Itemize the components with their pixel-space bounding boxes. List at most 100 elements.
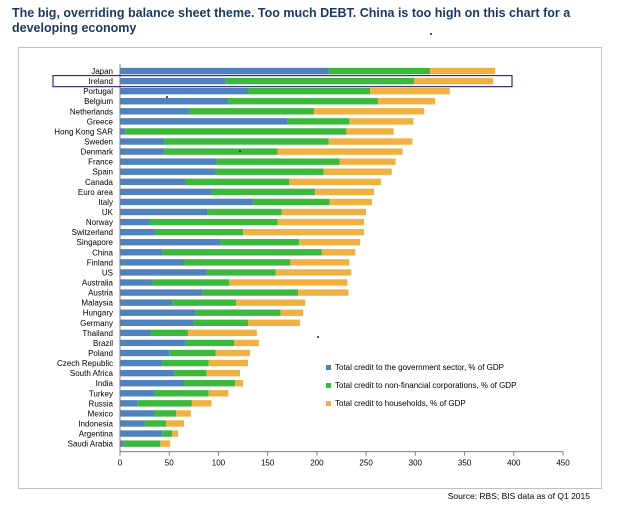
bar-segment [124,128,347,135]
bar-segment [120,369,175,377]
bar-segment [234,339,259,347]
bar-segment [120,249,163,256]
bar-segment [122,440,161,447]
stray-dot [166,96,168,98]
bar-segment [247,87,371,95]
bar-segment [120,208,208,216]
bar-segment [277,148,403,155]
bar-segment [229,279,348,286]
x-tick-label: 100 [212,459,226,468]
bar-segment [225,77,415,85]
bar-segment [120,329,151,337]
category-label: Norway [86,218,113,227]
bar-segment [323,168,392,175]
category-label: Singapore [77,238,114,247]
category-label: Saudi Arabia [68,440,114,449]
category-label: Brazil [93,339,113,348]
bar-segment [120,339,185,347]
category-label: US [102,268,113,277]
bar-segment [120,309,196,316]
x-tick-label: 250 [359,459,373,468]
bar-segment [208,390,229,397]
bar-segment [120,148,165,155]
bar-segment [290,259,350,266]
category-label: UK [102,208,114,217]
bars-layer [120,67,496,447]
bar-segment [149,218,278,226]
bar-segment [329,198,373,206]
bar-segment [120,98,229,105]
category-label: Sweden [84,138,113,147]
bar-segment [185,178,290,186]
category-label: Ireland [89,77,113,86]
category-label: Japan [91,67,113,76]
bar-segment [228,98,378,105]
category-label: Austria [88,289,113,298]
bar-segment [120,198,253,206]
category-label: Denmark [81,148,114,157]
stray-dot [239,150,241,152]
category-label: Netherlands [70,107,113,116]
category-label: Hungary [83,309,113,318]
x-tick-label: 50 [165,459,174,468]
bar-segment [247,319,301,326]
category-label: Turkey [89,389,113,398]
bar-segment [176,410,191,417]
bar-segment [120,218,150,226]
bar-segment [120,380,184,387]
bar-segment [298,289,349,296]
x-tick-label: 400 [507,459,521,468]
bar-segment [120,279,153,286]
bar-segment [120,299,173,306]
bar-segment [207,208,282,216]
category-label: Czech Republic [57,359,113,368]
bar-segment [120,410,155,417]
bar-segment [215,168,324,175]
category-label: Argentina [79,430,114,439]
bar-segment [195,309,281,316]
category-label: Italy [98,198,113,207]
bar-segment [280,309,304,316]
category-label: China [92,248,113,257]
x-tick-label: 200 [310,459,324,468]
category-label: Thailand [82,329,113,338]
chart-frame [18,47,602,489]
category-label: Belgium [84,97,113,106]
category-labels: JapanIrelandPortugalBelgiumNetherlandsGr… [54,67,114,449]
bar-segment [154,390,209,397]
bar-segment [349,118,414,125]
bar-segment [202,289,299,296]
category-label: Poland [88,349,113,358]
stray-dot [317,336,319,338]
bar-segment [184,339,235,347]
legend-label: Total credit to households, % of GDP [335,399,466,408]
bar-segment [166,420,184,427]
bar-segment [193,319,248,326]
highlight-box-ireland [52,74,513,88]
bar-segment [339,158,396,165]
category-label: Portugal [83,87,113,96]
bar-segment [154,410,177,417]
bar-segment [120,319,194,326]
bar-segment [120,359,163,367]
category-label: Hong Kong SAR [54,127,113,136]
bar-segment [120,67,329,75]
x-tick-label: 450 [556,459,570,468]
bar-segment [120,178,186,186]
bar-segment [252,198,330,206]
bar-segment [120,440,123,447]
category-label: Russia [89,399,114,408]
legend-swatch [326,401,331,406]
stray-dot [430,33,432,35]
bar-segment [211,188,315,196]
x-tick-label: 150 [261,459,275,468]
bar-segment [160,440,171,447]
bar-segment [120,118,288,125]
bar-segment [120,228,156,236]
bar-segment [172,430,179,437]
category-label: South Africa [70,369,114,378]
bar-segment [144,420,167,427]
bar-segment [235,380,244,387]
bar-segment [275,269,352,276]
